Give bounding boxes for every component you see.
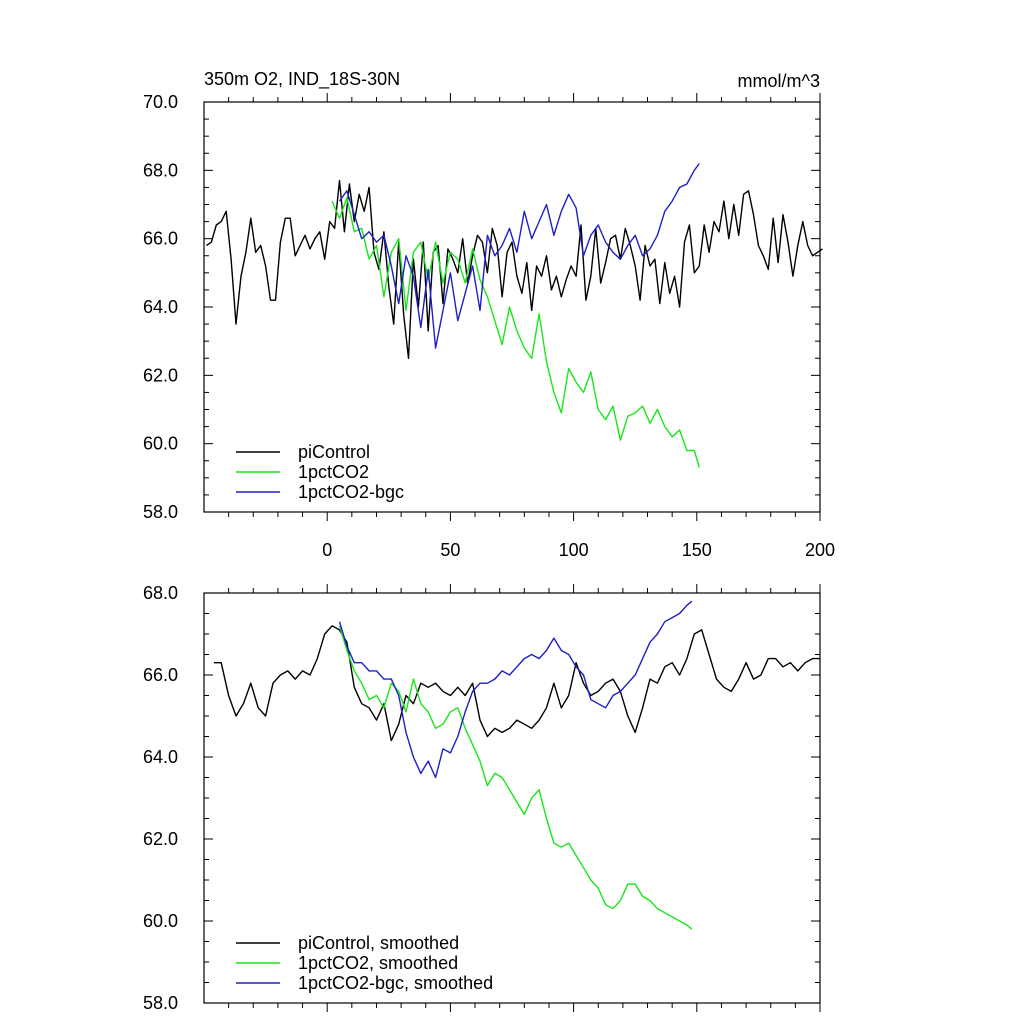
series-line-1pctco2-bgc: [338, 163, 700, 349]
top-panel-ytick-labels: 58.0 60.0 62.0 64.0 66.0 68.0 70.0: [143, 92, 178, 522]
legend-label: 1pctCO2, smoothed: [298, 953, 458, 973]
top-panel: 350m O2, IND_18S-30N mmol/m^3 58.0 60.0 62…: [143, 69, 835, 560]
top-panel-title: 350m O2, IND_18S-30N: [204, 69, 400, 90]
legend-label: 1pctCO2: [298, 462, 369, 482]
series-line-1pctco2: [331, 196, 700, 468]
top-panel-series: [206, 163, 823, 468]
x-tick-label: 200: [805, 540, 835, 560]
y-tick-label: 62.0: [143, 365, 178, 385]
top-panel-frame: [203, 101, 821, 513]
top-panel-ticks: [204, 93, 821, 521]
y-tick-label: 60.0: [143, 434, 178, 454]
bottom-panel-frame: [203, 592, 821, 1004]
legend-label: 1pctCO2-bgc: [298, 482, 404, 502]
y-tick-label: 62.0: [143, 829, 178, 849]
top-panel-units: mmol/m^3: [738, 71, 820, 91]
bottom-panel: 58.0 60.0 62.0 64.0 66.0 68.0 piControl, smoo…: [143, 583, 821, 1013]
y-tick-label: 68.0: [143, 583, 178, 603]
y-tick-label: 60.0: [143, 911, 178, 931]
x-tick-label: 50: [440, 540, 460, 560]
top-panel-xtick-labels: 0 50 100 150 200: [322, 540, 835, 560]
bottom-panel-series: [213, 600, 820, 930]
y-tick-label: 64.0: [143, 297, 178, 317]
series-line-picontrol: [206, 179, 823, 359]
y-tick-label: 66.0: [143, 229, 178, 249]
series-line-picontrol-smoothed: [213, 625, 820, 742]
y-tick-label: 66.0: [143, 665, 178, 685]
series-line-1pctco2-smoothed: [338, 625, 693, 930]
y-tick-label: 58.0: [143, 993, 178, 1013]
x-tick-label: 0: [322, 540, 332, 560]
bottom-panel-ytick-labels: 58.0 60.0 62.0 64.0 66.0 68.0: [143, 583, 178, 1013]
y-tick-label: 58.0: [143, 502, 178, 522]
x-tick-label: 150: [682, 540, 712, 560]
x-tick-label: 100: [559, 540, 589, 560]
legend-label: piControl, smoothed: [298, 933, 459, 953]
y-tick-label: 68.0: [143, 160, 178, 180]
legend-label: 1pctCO2-bgc, smoothed: [298, 973, 493, 993]
y-tick-label: 70.0: [143, 92, 178, 112]
legend-label: piControl: [298, 442, 370, 462]
y-tick-label: 64.0: [143, 747, 178, 767]
series-line-1pctco2-bgc-smoothed: [338, 600, 693, 779]
